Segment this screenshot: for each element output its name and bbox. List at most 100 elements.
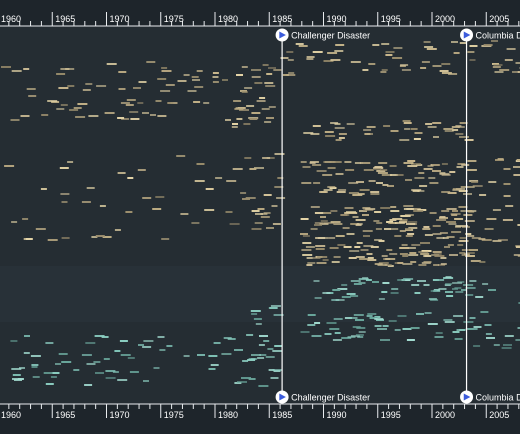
event-dash[interactable]	[301, 182, 312, 184]
event-dash[interactable]	[263, 340, 270, 342]
event-dash[interactable]	[492, 66, 501, 68]
event-dash[interactable]	[183, 355, 190, 357]
event-dash[interactable]	[335, 44, 345, 46]
event-dash[interactable]	[381, 43, 390, 45]
event-dash[interactable]	[469, 45, 478, 47]
event-dash[interactable]	[454, 218, 464, 220]
event-dash[interactable]	[456, 166, 464, 168]
event-dash[interactable]	[58, 87, 69, 89]
event-dash[interactable]	[389, 219, 397, 221]
event-dash[interactable]	[232, 168, 243, 170]
event-dash[interactable]	[56, 108, 65, 110]
event-dash[interactable]	[247, 359, 256, 361]
event-dash[interactable]	[266, 73, 273, 75]
event-dash[interactable]	[73, 107, 82, 109]
event-dash[interactable]	[191, 222, 200, 224]
event-dash[interactable]	[249, 118, 258, 120]
event-dash[interactable]	[35, 228, 46, 230]
event-dash[interactable]	[402, 120, 411, 122]
event-dash[interactable]	[85, 342, 96, 344]
event-dash[interactable]	[488, 289, 496, 291]
event-dash[interactable]	[513, 166, 520, 168]
event-dash[interactable]	[363, 245, 374, 247]
event-dash[interactable]	[358, 278, 369, 280]
event-dash[interactable]	[331, 161, 342, 163]
event-dash[interactable]	[381, 69, 388, 71]
event-dash[interactable]	[428, 177, 436, 179]
event-dash[interactable]	[114, 350, 121, 352]
event-dash[interactable]	[127, 177, 134, 179]
event-dash[interactable]	[436, 219, 447, 221]
event-dash[interactable]	[286, 51, 294, 53]
event-dash[interactable]	[461, 249, 469, 251]
event-dash[interactable]	[367, 133, 373, 135]
event-dash[interactable]	[397, 262, 404, 264]
event-dash[interactable]	[341, 284, 348, 286]
event-dash[interactable]	[428, 298, 437, 300]
event-dash[interactable]	[331, 261, 340, 263]
event-dash[interactable]	[259, 335, 268, 337]
event-dash[interactable]	[330, 210, 338, 212]
event-dash[interactable]	[459, 122, 468, 124]
event-dash[interactable]	[503, 168, 511, 170]
event-dash[interactable]	[350, 280, 361, 282]
event-dash[interactable]	[389, 253, 398, 255]
event-dash[interactable]	[368, 63, 376, 65]
event-dash[interactable]	[376, 182, 383, 184]
event-dash[interactable]	[167, 102, 174, 104]
event-dash[interactable]	[300, 233, 308, 235]
event-dash[interactable]	[310, 206, 320, 208]
event-dash[interactable]	[440, 257, 447, 259]
event-dash[interactable]	[423, 226, 430, 228]
event-dash[interactable]	[382, 325, 389, 327]
event-dash[interactable]	[118, 71, 127, 73]
event-dash[interactable]	[484, 228, 494, 230]
event-dash[interactable]	[459, 252, 466, 254]
event-dash[interactable]	[241, 66, 248, 68]
event-dash[interactable]	[420, 242, 430, 244]
event-dash[interactable]	[12, 374, 21, 376]
event-dash[interactable]	[196, 70, 203, 72]
event-dash[interactable]	[366, 315, 373, 317]
event-dash[interactable]	[456, 329, 466, 331]
event-dash[interactable]	[447, 192, 457, 194]
event-dash[interactable]	[264, 121, 272, 123]
event-dash[interactable]	[302, 235, 310, 237]
event-dash[interactable]	[492, 240, 502, 242]
event-dash[interactable]	[503, 344, 512, 346]
event-dash[interactable]	[193, 101, 201, 103]
event-dash[interactable]	[338, 133, 347, 135]
event-dash[interactable]	[268, 369, 275, 371]
event-dash[interactable]	[282, 74, 289, 76]
event-dash[interactable]	[330, 59, 341, 61]
event-dash[interactable]	[355, 224, 362, 226]
event-dash[interactable]	[465, 287, 476, 289]
event-dash[interactable]	[276, 197, 286, 199]
event-dash[interactable]	[421, 61, 430, 63]
event-dash[interactable]	[352, 216, 359, 218]
event-dash[interactable]	[59, 167, 69, 169]
event-dash[interactable]	[250, 310, 261, 312]
event-dash[interactable]	[444, 130, 454, 132]
event-dash[interactable]	[374, 239, 383, 241]
event-dash[interactable]	[516, 159, 520, 161]
event-dash[interactable]	[399, 139, 410, 141]
event-dash[interactable]	[420, 253, 430, 255]
event-dash[interactable]	[20, 115, 30, 117]
event-dash[interactable]	[503, 195, 511, 197]
event-dash[interactable]	[323, 212, 332, 214]
event-dash[interactable]	[331, 299, 340, 301]
event-dash[interactable]	[391, 288, 399, 290]
event-dash[interactable]	[160, 90, 171, 92]
event-dash[interactable]	[302, 254, 313, 256]
event-dash[interactable]	[482, 283, 489, 285]
event-dash[interactable]	[157, 115, 167, 117]
event-dash[interactable]	[424, 312, 432, 314]
event-dash[interactable]	[348, 192, 359, 194]
event-dash[interactable]	[424, 46, 434, 48]
event-dash[interactable]	[381, 255, 388, 257]
event-dash[interactable]	[327, 52, 338, 54]
event-dash[interactable]	[433, 136, 439, 138]
event-dash[interactable]	[486, 218, 497, 220]
event-dash[interactable]	[433, 253, 442, 255]
